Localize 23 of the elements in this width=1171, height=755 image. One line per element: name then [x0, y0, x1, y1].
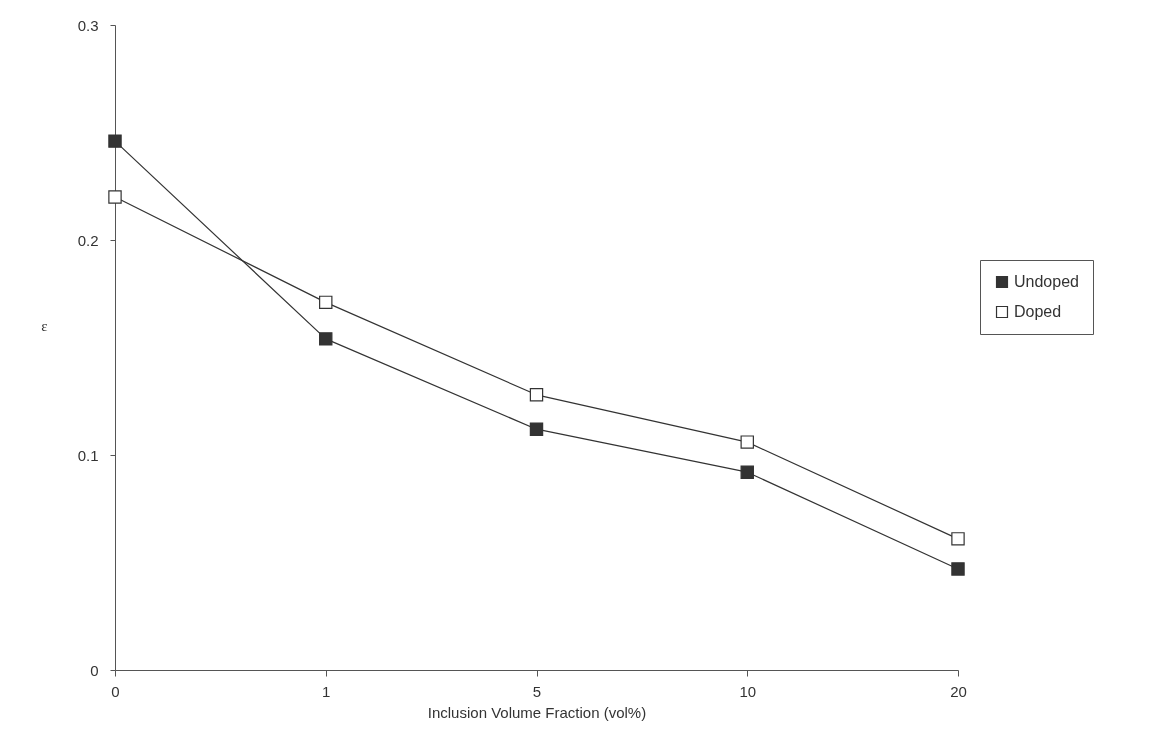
- y-tick-label: 0.1: [77, 446, 99, 464]
- y-tick-label: 0: [90, 661, 99, 679]
- point: [951, 562, 965, 576]
- y-axis-title: ε: [41, 317, 48, 334]
- x-axis-title: Inclusion Volume Fraction (vol%): [427, 703, 647, 721]
- point: [740, 435, 754, 449]
- point: [108, 190, 122, 204]
- point: [319, 332, 333, 346]
- x-tick-label: 20: [950, 682, 967, 700]
- point: [951, 532, 965, 546]
- x-tick-label: 1: [322, 682, 331, 700]
- point: [740, 465, 754, 479]
- x-tick-label: 0: [111, 682, 120, 700]
- x-tick-label: 10: [739, 682, 757, 700]
- point: [529, 388, 544, 402]
- y-tick-label: 0.3: [77, 16, 99, 34]
- legend-label: Undoped: [1014, 273, 1079, 290]
- point: [319, 295, 333, 310]
- point: [108, 134, 122, 148]
- point: [529, 422, 544, 436]
- x-tick-label: 5: [532, 682, 542, 700]
- y-tick-label: 0.2: [77, 231, 99, 249]
- legend-label: Doped: [1014, 303, 1062, 320]
